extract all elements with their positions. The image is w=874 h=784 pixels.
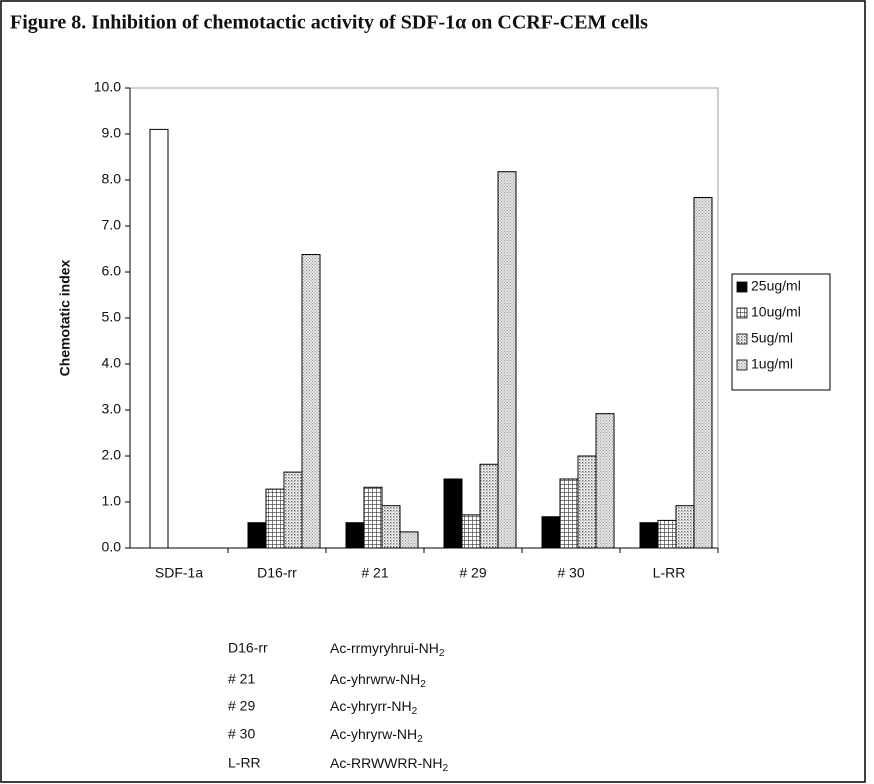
bar — [381, 505, 401, 549]
legend-swatch — [736, 281, 748, 293]
y-tick-label: 9.0 — [102, 125, 122, 141]
bar — [595, 413, 615, 549]
legend-swatch — [736, 333, 748, 345]
bar — [399, 531, 419, 549]
chart-title: Figure 8. Inhibition of chemotactic acti… — [10, 12, 648, 34]
key-code: D16-rr — [228, 640, 268, 656]
key-sequence: Ac-rrmyryhrui-NH2 — [330, 640, 445, 659]
key-sequence-text: Ac-yhryrw-NH — [330, 726, 417, 742]
key-sequence: Ac-yhryrw-NH2 — [330, 726, 423, 745]
key-code: # 21 — [228, 671, 255, 687]
x-tick-label: D16-rr — [257, 565, 297, 581]
bar — [657, 519, 677, 549]
plot-frame — [130, 87, 719, 548]
key-sequence-subscript: 2 — [420, 679, 426, 690]
y-tick-label: 3.0 — [102, 401, 122, 417]
key-sequence-subscript: 2 — [412, 706, 418, 717]
y-tick-label: 5.0 — [102, 309, 122, 325]
legend-label: 5ug/ml — [751, 330, 793, 346]
y-tick-label: 8.0 — [102, 171, 122, 187]
key-code: L-RR — [228, 755, 261, 771]
y-tick-label: 7.0 — [102, 217, 122, 233]
key-sequence-subscript: 2 — [417, 734, 423, 745]
y-axis-label: Chemotatic index — [57, 259, 73, 376]
legend-label: 25ug/ml — [751, 278, 801, 294]
bar — [443, 478, 463, 549]
y-tick-label: 2.0 — [102, 447, 122, 463]
bar — [559, 478, 579, 549]
key-sequence-text: Ac-RRWWRR-NH — [330, 755, 443, 771]
bar — [479, 463, 499, 549]
bar — [577, 455, 597, 549]
x-tick-label: SDF-1a — [155, 565, 203, 581]
key-sequence-text: Ac-yhryrr-NH — [330, 698, 412, 714]
bar — [639, 522, 659, 549]
x-tick-label: # 29 — [459, 565, 486, 581]
y-tick-label: 4.0 — [102, 355, 122, 371]
bar — [693, 196, 713, 549]
key-sequence-subscript: 2 — [443, 763, 449, 774]
x-tick-label: L-RR — [653, 565, 686, 581]
legend-swatch — [736, 359, 748, 371]
y-tick-label: 6.0 — [102, 263, 122, 279]
y-tick-label: 10.0 — [94, 79, 121, 95]
legend-box — [731, 273, 831, 391]
bar — [301, 254, 321, 549]
key-sequence: Ac-RRWWRR-NH2 — [330, 755, 449, 774]
x-tick-label: # 21 — [361, 565, 388, 581]
x-tick-label: # 30 — [557, 565, 584, 581]
key-sequence-text: Ac-yhrwrw-NH — [330, 671, 420, 687]
key-sequence-subscript: 2 — [439, 648, 445, 659]
bar — [541, 516, 561, 549]
key-code: # 29 — [228, 698, 255, 714]
key-sequence: Ac-yhrwrw-NH2 — [330, 671, 426, 690]
bar — [283, 471, 303, 549]
legend-label: 1ug/ml — [751, 356, 793, 372]
bar — [247, 522, 267, 549]
key-sequence: Ac-yhryrr-NH2 — [330, 698, 418, 717]
legend-swatch — [736, 307, 748, 319]
bar — [363, 486, 383, 549]
key-code: # 30 — [228, 726, 255, 742]
y-tick-label: 1.0 — [102, 493, 122, 509]
bar — [265, 488, 285, 549]
y-tick-label: 0.0 — [102, 539, 122, 555]
legend-label: 10ug/ml — [751, 304, 801, 320]
bar — [497, 171, 517, 549]
key-sequence-text: Ac-rrmyryhrui-NH — [330, 640, 439, 656]
bar — [345, 522, 365, 549]
bar — [149, 128, 169, 549]
bar — [461, 514, 481, 549]
bar — [675, 505, 695, 549]
